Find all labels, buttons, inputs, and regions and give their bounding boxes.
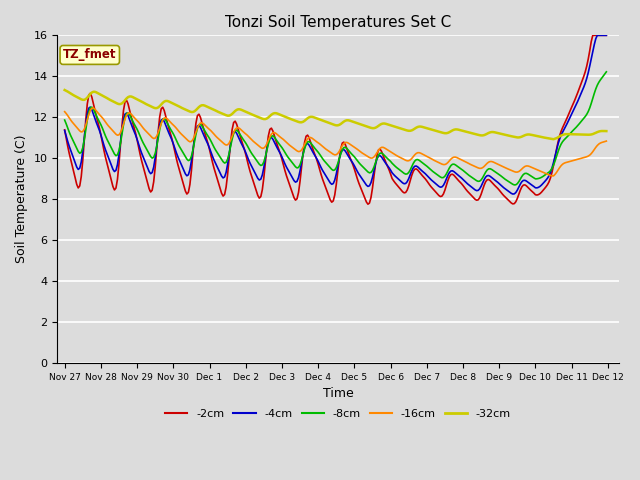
- Text: TZ_fmet: TZ_fmet: [63, 48, 116, 61]
- Y-axis label: Soil Temperature (C): Soil Temperature (C): [15, 135, 28, 264]
- Legend: -2cm, -4cm, -8cm, -16cm, -32cm: -2cm, -4cm, -8cm, -16cm, -32cm: [161, 404, 515, 423]
- X-axis label: Time: Time: [323, 387, 353, 400]
- Title: Tonzi Soil Temperatures Set C: Tonzi Soil Temperatures Set C: [225, 15, 451, 30]
